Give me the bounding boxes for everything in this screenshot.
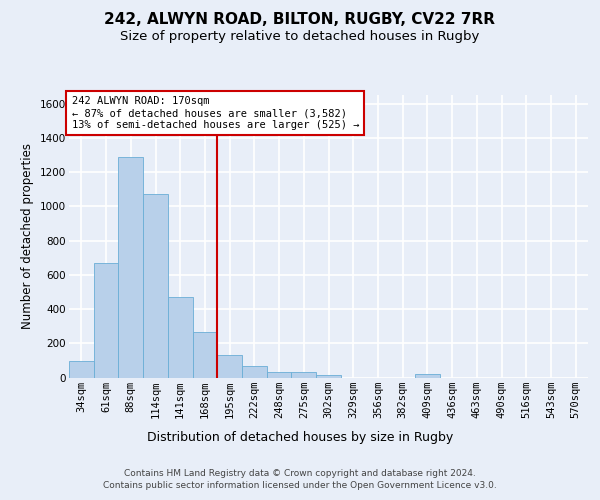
Bar [415, 374, 440, 378]
Text: Distribution of detached houses by size in Rugby: Distribution of detached houses by size … [147, 431, 453, 444]
Y-axis label: Number of detached properties: Number of detached properties [22, 143, 34, 329]
Text: 242, ALWYN ROAD, BILTON, RUGBY, CV22 7RR: 242, ALWYN ROAD, BILTON, RUGBY, CV22 7RR [104, 12, 496, 28]
Bar [267, 372, 292, 378]
Text: Contains HM Land Registry data © Crown copyright and database right 2024.
Contai: Contains HM Land Registry data © Crown c… [103, 468, 497, 490]
Bar [118, 156, 143, 378]
Bar [69, 361, 94, 378]
Text: Size of property relative to detached houses in Rugby: Size of property relative to detached ho… [121, 30, 479, 43]
Bar [168, 297, 193, 378]
Text: 242 ALWYN ROAD: 170sqm
← 87% of detached houses are smaller (3,582)
13% of semi-: 242 ALWYN ROAD: 170sqm ← 87% of detached… [71, 96, 359, 130]
Bar [217, 355, 242, 378]
Bar [143, 194, 168, 378]
Bar [316, 375, 341, 378]
Bar [193, 332, 217, 378]
Bar [242, 366, 267, 378]
Bar [292, 372, 316, 378]
Bar [94, 263, 118, 378]
